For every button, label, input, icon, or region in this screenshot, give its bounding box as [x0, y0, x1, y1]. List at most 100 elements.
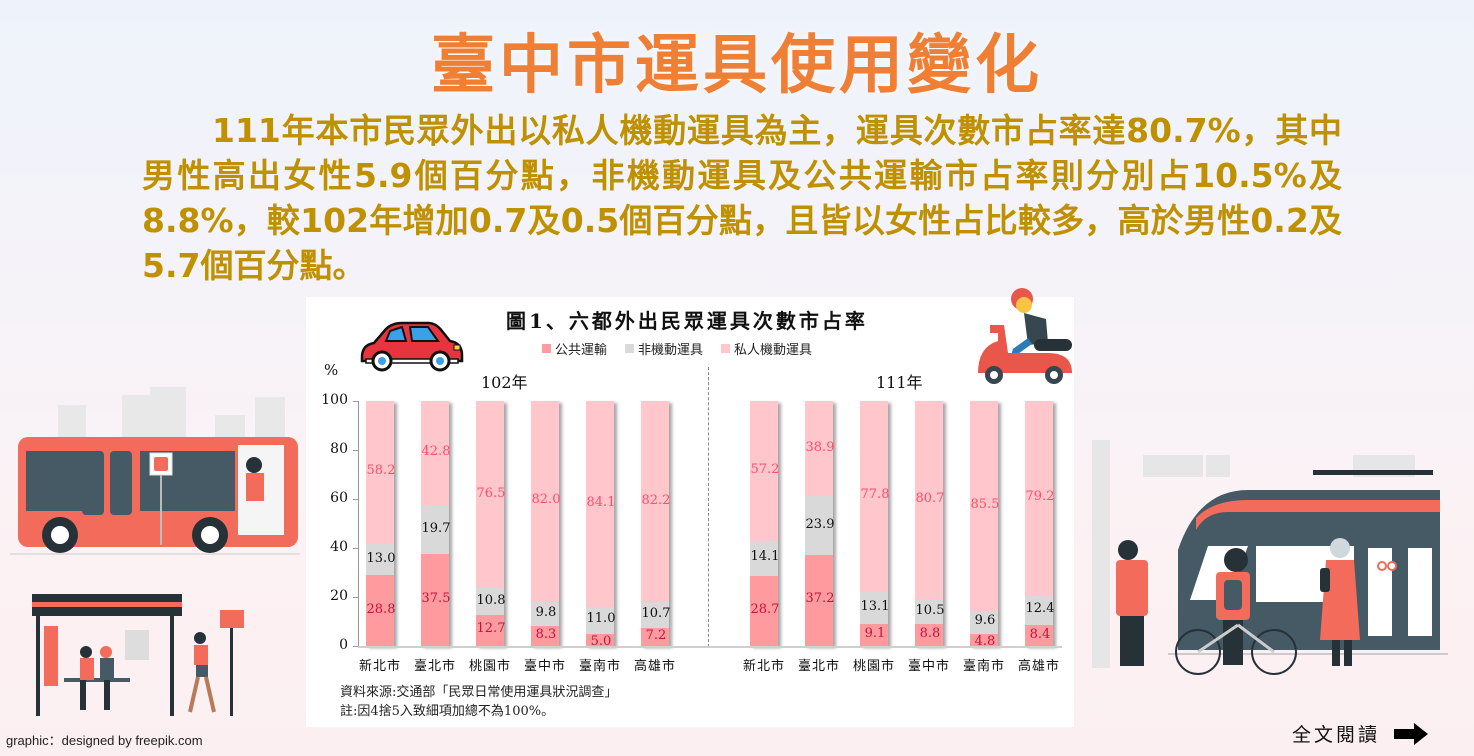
bar-segment: 8.4	[1025, 625, 1053, 646]
data-label: 23.9	[805, 516, 835, 532]
bar-segment: 23.9	[805, 496, 834, 555]
group-label-102: 102年	[481, 373, 528, 392]
data-label: 14.1	[750, 549, 780, 565]
data-label: 10.8	[476, 592, 506, 608]
data-label: 4.8	[974, 634, 996, 650]
bar-segment: 58.2	[366, 401, 395, 544]
data-label: 12.4	[1025, 601, 1055, 617]
stacked-bar: 28.8 13.0 58.2	[366, 401, 395, 646]
bar-segment: 85.5	[970, 401, 999, 611]
y-tick-mark	[353, 499, 358, 500]
bar-segment: 84.1	[586, 401, 615, 607]
data-label: 13.0	[366, 550, 396, 566]
group-divider	[708, 367, 709, 647]
bar-segment: 5.0	[586, 633, 614, 649]
bar-segment: 11.0	[586, 606, 615, 634]
x-tick-label: 臺南市	[578, 659, 621, 674]
stacked-bar: 8.4 12.4 79.2	[1025, 401, 1054, 646]
data-label: 76.5	[476, 485, 506, 501]
y-axis	[358, 401, 359, 647]
bar-segment: 4.8	[970, 634, 998, 649]
legend-swatch	[625, 344, 635, 353]
data-label: 8.4	[1029, 626, 1051, 642]
data-label: 7.2	[645, 628, 667, 644]
data-label: 37.2	[805, 591, 835, 607]
bar-segment: 9.8	[531, 601, 559, 626]
right-arrow-icon	[1394, 722, 1429, 745]
x-tick-label: 臺中市	[907, 659, 950, 674]
stacked-bar: 37.5 19.7 42.8	[421, 401, 450, 646]
data-label: 12.7	[476, 621, 506, 637]
bar-segment: 28.7	[750, 575, 779, 646]
data-label: 85.5	[970, 497, 1000, 512]
x-tick-label: 臺中市	[523, 659, 566, 674]
y-tick-mark	[353, 597, 358, 598]
bar-segment: 10.7	[641, 602, 670, 629]
graphic-credit: graphic：designed by freepik.com	[6, 733, 203, 748]
x-tick-label: 新北市	[742, 659, 785, 674]
data-label: 9.1	[864, 625, 886, 641]
read-more-link[interactable]: 全文閱讀	[1292, 720, 1429, 747]
data-label: 28.8	[366, 601, 396, 617]
data-label: 10.5	[915, 602, 945, 618]
y-tick-label: 0	[339, 637, 348, 653]
car-icon	[360, 321, 464, 372]
data-label: 8.8	[919, 626, 941, 642]
bar-segment: 82.0	[531, 400, 560, 602]
bar-segment: 42.8	[421, 401, 450, 506]
x-tick-label: 高雄市	[633, 659, 676, 674]
y-tick-label: 80	[330, 441, 348, 457]
y-tick-mark	[353, 548, 358, 549]
bar-segment: 14.1	[750, 541, 779, 576]
bar-segment: 76.5	[476, 401, 505, 589]
stacked-bar: 12.7 10.8 76.5	[476, 401, 505, 646]
summary-text: 111年本市民眾外出以私人機動運具為主，運具次數市占率達80.7%，其中男性高出…	[142, 108, 1342, 288]
data-label: 57.2	[750, 462, 780, 478]
y-tick-mark	[353, 401, 358, 402]
y-tick-mark	[353, 646, 358, 647]
bar-segment: 77.8	[860, 401, 889, 592]
bar-segment: 9.1	[860, 623, 888, 646]
data-label: 13.1	[860, 598, 890, 614]
data-label: 9.6	[974, 613, 996, 629]
legend-swatch	[721, 344, 731, 353]
bar-segment: 37.5	[421, 554, 450, 646]
bus-stop-illustration	[32, 594, 244, 716]
data-label: 82.0	[531, 492, 561, 508]
y-axis-unit: %	[324, 361, 339, 379]
y-tick-label: 40	[330, 539, 348, 555]
stacked-bar: 8.8 10.5 80.7	[915, 401, 944, 646]
summary-paragraph: 111年本市民眾外出以私人機動運具為主，運具次數市占率達80.7%，其中男性高出…	[142, 111, 1342, 285]
bar-segment: 80.7	[915, 401, 944, 599]
x-tick-label: 臺北市	[797, 659, 840, 674]
note-line: 註:因4捨5入致細項加總不為100%。	[340, 704, 555, 719]
data-label: 77.8	[860, 487, 890, 503]
data-label: 82.2	[641, 492, 671, 508]
chart-source: 資料來源:交通部「民眾日常使用運具狀況調查」 註:因4捨5入致細項加總不為100…	[340, 683, 617, 721]
bar-segment: 79.2	[1025, 401, 1054, 596]
bar-segment: 9.6	[970, 610, 998, 635]
data-label: 5.0	[590, 633, 612, 649]
data-label: 19.7	[421, 521, 451, 536]
data-label: 84.1	[586, 495, 616, 511]
train-station-illustration	[1092, 440, 1448, 675]
x-tick-label: 桃園市	[468, 659, 511, 674]
bar-segment: 38.9	[805, 401, 834, 497]
chart-title: 圖1、六都外出民眾運具次數市占率	[506, 309, 868, 333]
data-label: 11.0	[586, 611, 616, 627]
stacked-bar: 37.2 23.9 38.9	[805, 401, 834, 646]
data-label: 9.8	[535, 604, 557, 620]
bar-segment: 7.2	[641, 628, 669, 646]
bar-segment: 10.8	[476, 588, 505, 615]
data-label: 38.9	[805, 439, 835, 455]
x-axis	[358, 646, 1062, 648]
x-tick-label: 臺南市	[962, 659, 1005, 674]
stacked-bar: 4.8 9.6 85.5	[970, 401, 999, 649]
data-label: 37.5	[421, 591, 451, 607]
bar-segment: 82.2	[641, 401, 670, 603]
y-tick-label: 20	[330, 588, 348, 604]
data-label: 28.7	[750, 601, 780, 617]
bar-segment: 10.5	[915, 598, 944, 625]
legend-label: 私人機動運具	[734, 343, 813, 358]
bar-segment: 57.2	[750, 401, 779, 542]
